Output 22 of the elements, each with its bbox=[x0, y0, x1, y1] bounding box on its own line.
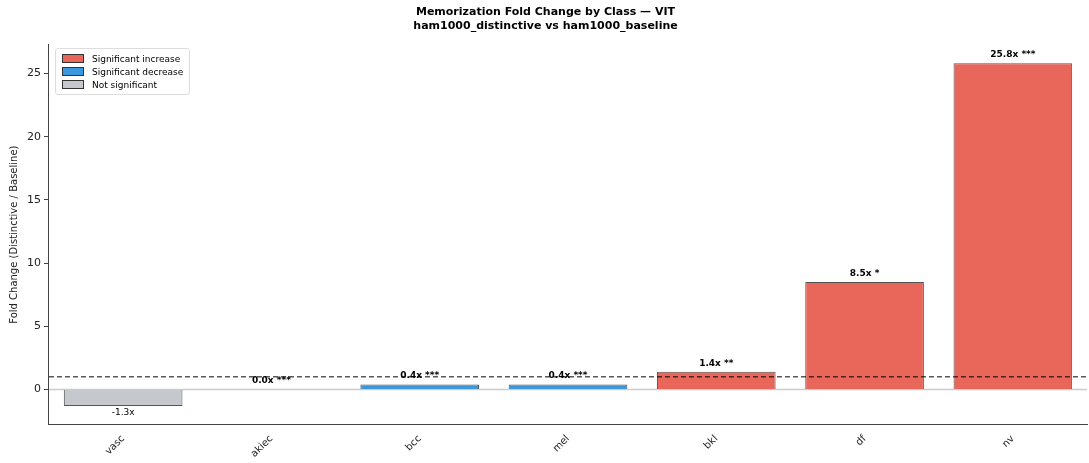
y-tick-label: 25 bbox=[27, 66, 41, 80]
x-tick-label: bkl bbox=[701, 432, 720, 451]
chart-subtitle: ham1000_distinctive vs ham1000_baseline bbox=[413, 18, 678, 32]
data-label: 1.4x ** bbox=[699, 357, 734, 368]
legend-label: Significant increase bbox=[91, 53, 181, 64]
data-label: 0.4x *** bbox=[548, 370, 588, 381]
y-tick-label: 10 bbox=[27, 255, 41, 269]
x-tick-label: bcc bbox=[402, 432, 423, 453]
x-tick-label: df bbox=[853, 432, 869, 448]
y-axis-title: Fold Change (Distinctive / Baseline) bbox=[7, 145, 19, 324]
data-label: 8.5x * bbox=[849, 267, 880, 278]
data-label: -1.3x bbox=[111, 406, 136, 417]
legend-label: Significant decrease bbox=[91, 66, 184, 77]
y-tick-label: 15 bbox=[27, 192, 41, 206]
y-tick-label: 5 bbox=[34, 319, 41, 333]
data-label: 25.8x *** bbox=[990, 49, 1036, 60]
legend-label: Not significant bbox=[91, 79, 158, 90]
data-label: 0.0x *** bbox=[251, 375, 292, 386]
y-tick-label: 0 bbox=[34, 382, 41, 396]
y-tick-label: 20 bbox=[27, 129, 41, 143]
chart-title: Memorization Fold Change by Class — VIT bbox=[415, 5, 676, 19]
x-tick-label: nv bbox=[999, 432, 1017, 450]
